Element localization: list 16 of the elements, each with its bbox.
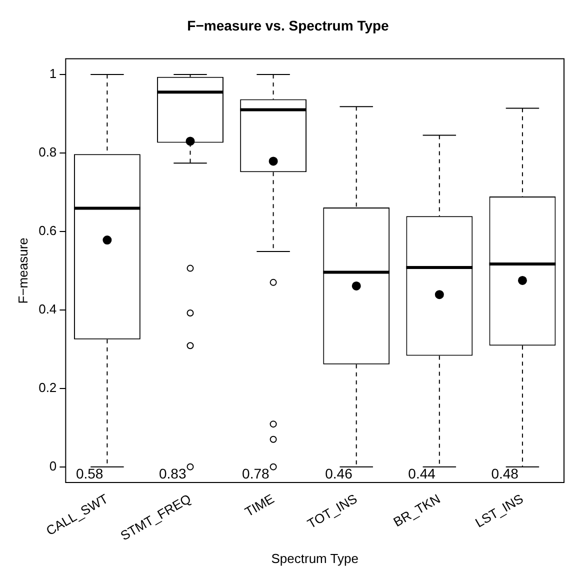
- annotation: 0.83: [159, 465, 186, 482]
- y-tick-label: 0.8: [38, 144, 57, 160]
- y-tick-label: 0.6: [38, 223, 57, 238]
- annotation: 0.46: [325, 465, 353, 482]
- y-tick-label: 1: [49, 66, 57, 82]
- x-axis-title: Spectrum Type: [271, 550, 358, 566]
- annotation: 0.58: [76, 465, 104, 482]
- annotation: 0.48: [491, 465, 519, 482]
- y-tick-label: 0.4: [38, 301, 57, 316]
- y-axis-title: F−measure: [15, 238, 30, 304]
- x-tick-label: TIME: [242, 490, 277, 520]
- chart-title: F−measure vs. Spectrum Type: [187, 17, 390, 34]
- annotation: 0.44: [408, 465, 436, 482]
- y-tick-label: 0.2: [38, 380, 57, 395]
- y-tick-label: 0: [49, 458, 57, 474]
- annotation: 0.78: [242, 465, 270, 482]
